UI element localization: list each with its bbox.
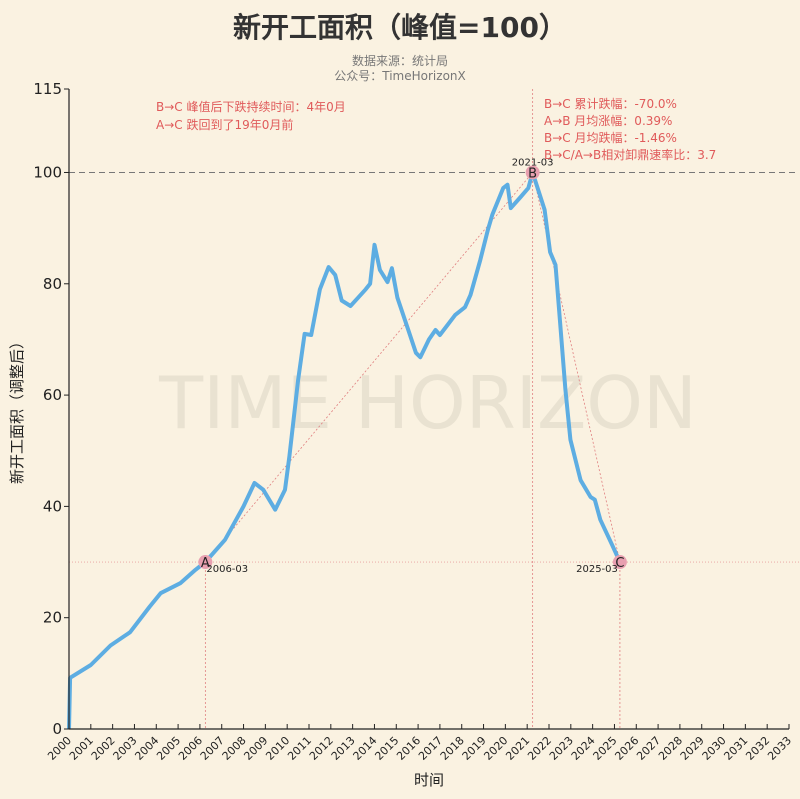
x-tick-label: 2004 bbox=[132, 734, 161, 763]
x-tick-label: 2018 bbox=[438, 734, 467, 763]
x-tick-label: 2007 bbox=[198, 734, 227, 763]
annotation-left: B→C 峰值后下跌持续时间：4年0月 bbox=[156, 99, 346, 114]
watermark: TIME HORIZON bbox=[158, 361, 697, 445]
x-tick-label: 2020 bbox=[481, 734, 510, 763]
x-axis-label: 时间 bbox=[414, 771, 444, 789]
marker-c bbox=[612, 555, 627, 570]
y-axis-label: 新开工面积（调整后） bbox=[8, 334, 26, 484]
x-tick-label: 2014 bbox=[351, 734, 380, 763]
x-tick-label: 2005 bbox=[154, 734, 183, 763]
x-tick-label: 2017 bbox=[416, 734, 445, 763]
y-tick-label: 20 bbox=[43, 609, 62, 627]
x-tick-label: 2033 bbox=[765, 734, 794, 763]
x-tick-label: 2008 bbox=[220, 734, 249, 763]
y-tick-label: 60 bbox=[43, 386, 62, 404]
marker-a bbox=[198, 555, 213, 570]
x-tick-label: 2011 bbox=[285, 734, 314, 763]
x-tick-label: 2030 bbox=[700, 734, 729, 763]
x-tick-label: 2027 bbox=[634, 734, 663, 763]
x-tick-label: 2003 bbox=[111, 734, 140, 763]
marker-letter-c: C bbox=[615, 556, 624, 571]
marker-letter-a: A bbox=[201, 556, 210, 571]
guide-diagonal-bc bbox=[532, 172, 621, 563]
guide-diagonal-ab bbox=[205, 172, 533, 563]
x-tick-label: 2000 bbox=[45, 734, 74, 763]
x-tick-label: 2028 bbox=[656, 734, 685, 763]
series-line bbox=[67, 170, 622, 730]
x-tick-label: 2015 bbox=[372, 734, 401, 763]
marker-date-b: 2021-03 bbox=[512, 157, 554, 168]
x-tick-label: 2026 bbox=[612, 734, 641, 763]
y-tick-label: 100 bbox=[33, 163, 62, 181]
y-tick-label: 80 bbox=[43, 275, 62, 293]
x-tick-label: 2029 bbox=[678, 734, 707, 763]
x-tick-label: 2001 bbox=[67, 734, 96, 763]
source-text: 数据来源：统计局 bbox=[351, 54, 448, 68]
x-tick-label: 2009 bbox=[241, 734, 270, 763]
x-tick-label: 2002 bbox=[89, 734, 118, 763]
x-tick-label: 2023 bbox=[547, 734, 576, 763]
y-tick-label: 0 bbox=[52, 720, 62, 738]
marker-date-a: 2006-03 bbox=[206, 564, 248, 575]
x-tick-label: 2025 bbox=[591, 734, 620, 763]
account-text: 公众号：TimeHorizonX bbox=[334, 69, 466, 83]
annotation-right: B→C/A→B相对卸鼎速率比：3.7 bbox=[544, 147, 716, 162]
x-tick-label: 2013 bbox=[329, 734, 358, 763]
chart-title: 新开工面积（峰值=100） bbox=[233, 11, 567, 44]
x-tick-label: 2032 bbox=[743, 734, 772, 763]
x-tick-label: 2012 bbox=[307, 734, 336, 763]
y-tick-label: 40 bbox=[43, 497, 62, 515]
marker-letter-b: B bbox=[528, 166, 537, 181]
annotation-right: B→C 累计跌幅：-70.0% bbox=[544, 96, 677, 111]
x-tick-label: 2006 bbox=[176, 734, 205, 763]
marker-date-c: 2025-03 bbox=[576, 564, 618, 575]
x-tick-label: 2010 bbox=[263, 734, 292, 763]
annotation-right: B→C 月均跌幅：-1.46% bbox=[544, 130, 677, 145]
x-tick-label: 2031 bbox=[721, 734, 750, 763]
x-tick-label: 2024 bbox=[569, 734, 598, 763]
x-tick-label: 2022 bbox=[525, 734, 554, 763]
y-tick-label: 115 bbox=[33, 80, 62, 98]
x-tick-label: 2019 bbox=[460, 734, 489, 763]
x-tick-label: 2016 bbox=[394, 734, 423, 763]
annotation-right: A→B 月均涨幅：0.39% bbox=[544, 113, 672, 128]
annotation-left: A→C 跌回到了19年0月前 bbox=[156, 117, 293, 132]
marker-b bbox=[525, 165, 540, 180]
x-tick-label: 2021 bbox=[503, 734, 532, 763]
